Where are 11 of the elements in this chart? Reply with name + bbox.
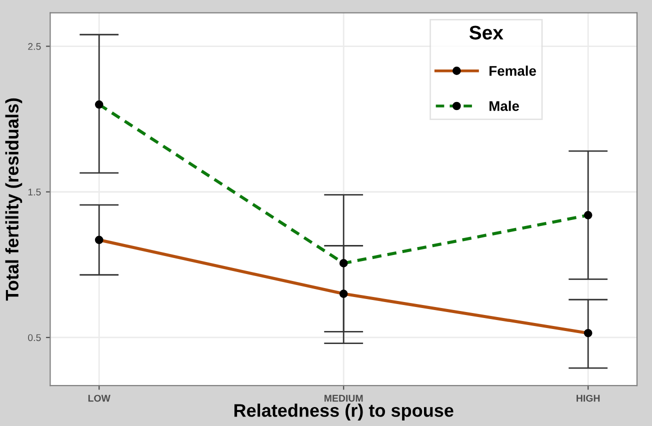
- x-tick-label: LOW: [88, 394, 110, 402]
- y-axis-title: Total fertility (residuals): [5, 98, 22, 301]
- legend-label: Female: [490, 66, 536, 76]
- y-tick-label: 1.5: [28, 188, 41, 196]
- legend-title: Sex: [469, 26, 504, 40]
- x-tick-label: HIGH: [576, 394, 600, 402]
- x-tick-label: MEDIUM: [324, 394, 363, 402]
- legend-label: Male: [490, 100, 520, 111]
- x-axis-title: Relatedness (r) to spouse: [234, 404, 454, 420]
- y-tick-label: 2.5: [28, 43, 41, 50]
- y-tick-label: 0.5: [28, 334, 41, 342]
